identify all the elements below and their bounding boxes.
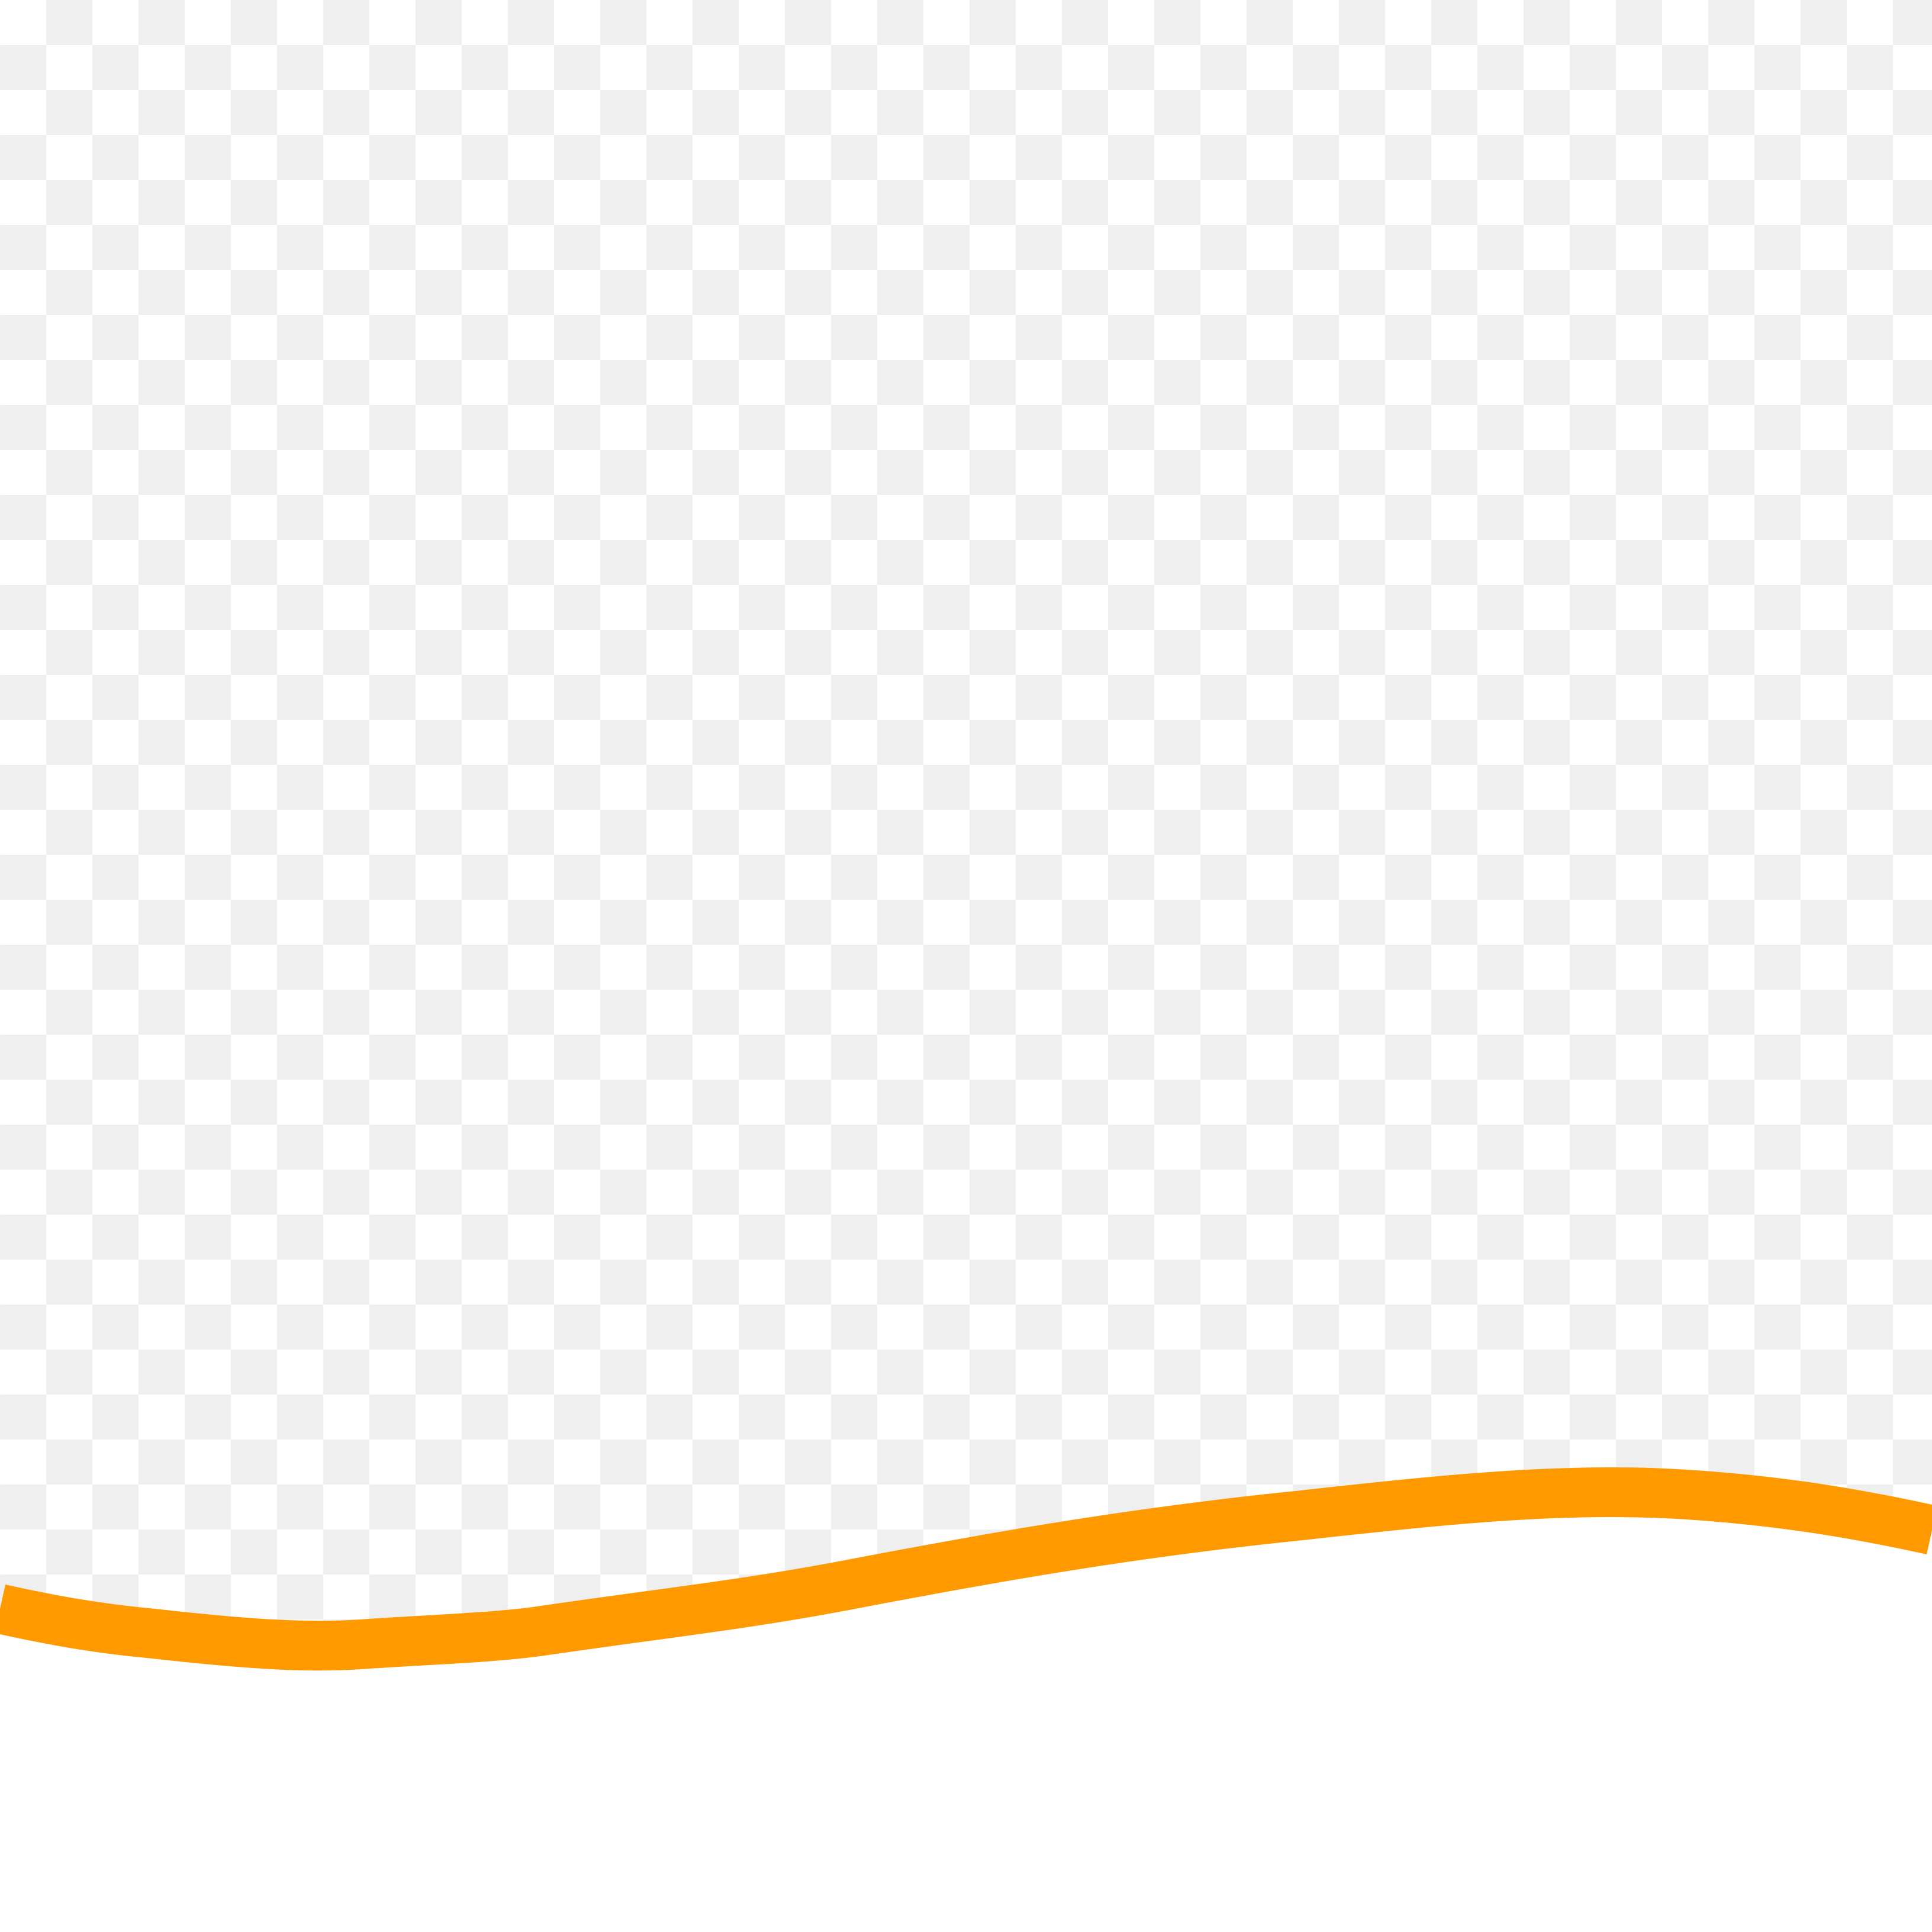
wave-line [0, 1467, 1932, 1671]
wave-fill [0, 1492, 1932, 1932]
